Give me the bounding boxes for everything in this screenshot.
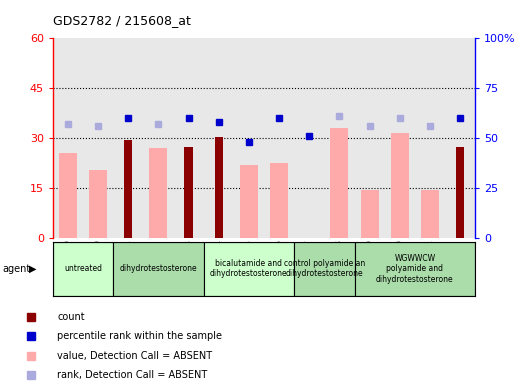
Bar bbox=[391, 133, 409, 238]
Bar bbox=[184, 147, 193, 238]
Bar bbox=[89, 170, 107, 238]
Bar bbox=[361, 190, 379, 238]
Bar bbox=[270, 163, 288, 238]
Bar bbox=[354, 242, 475, 296]
Bar bbox=[294, 242, 354, 296]
Bar bbox=[113, 242, 204, 296]
Text: dihydrotestosterone: dihydrotestosterone bbox=[119, 264, 197, 273]
Bar bbox=[149, 148, 167, 238]
Bar bbox=[214, 137, 223, 238]
Bar bbox=[59, 153, 77, 238]
Text: untreated: untreated bbox=[64, 264, 102, 273]
Bar bbox=[204, 242, 294, 296]
Text: value, Detection Call = ABSENT: value, Detection Call = ABSENT bbox=[57, 351, 212, 361]
Bar bbox=[456, 147, 464, 238]
Bar bbox=[124, 140, 133, 238]
Bar bbox=[240, 165, 258, 238]
Text: count: count bbox=[57, 312, 85, 322]
Text: WGWWCW
polyamide and
dihydrotestosterone: WGWWCW polyamide and dihydrotestosterone bbox=[376, 254, 454, 284]
Bar bbox=[53, 242, 113, 296]
Bar bbox=[421, 190, 439, 238]
Text: GDS2782 / 215608_at: GDS2782 / 215608_at bbox=[53, 14, 191, 27]
Text: agent: agent bbox=[3, 264, 31, 274]
Text: ▶: ▶ bbox=[29, 264, 36, 274]
Text: rank, Detection Call = ABSENT: rank, Detection Call = ABSENT bbox=[57, 370, 208, 380]
Text: percentile rank within the sample: percentile rank within the sample bbox=[57, 331, 222, 341]
Bar bbox=[331, 128, 348, 238]
Text: bicalutamide and
dihydrotestosterone: bicalutamide and dihydrotestosterone bbox=[210, 259, 288, 278]
Text: control polyamide an
dihydrotestosterone: control polyamide an dihydrotestosterone bbox=[284, 259, 365, 278]
